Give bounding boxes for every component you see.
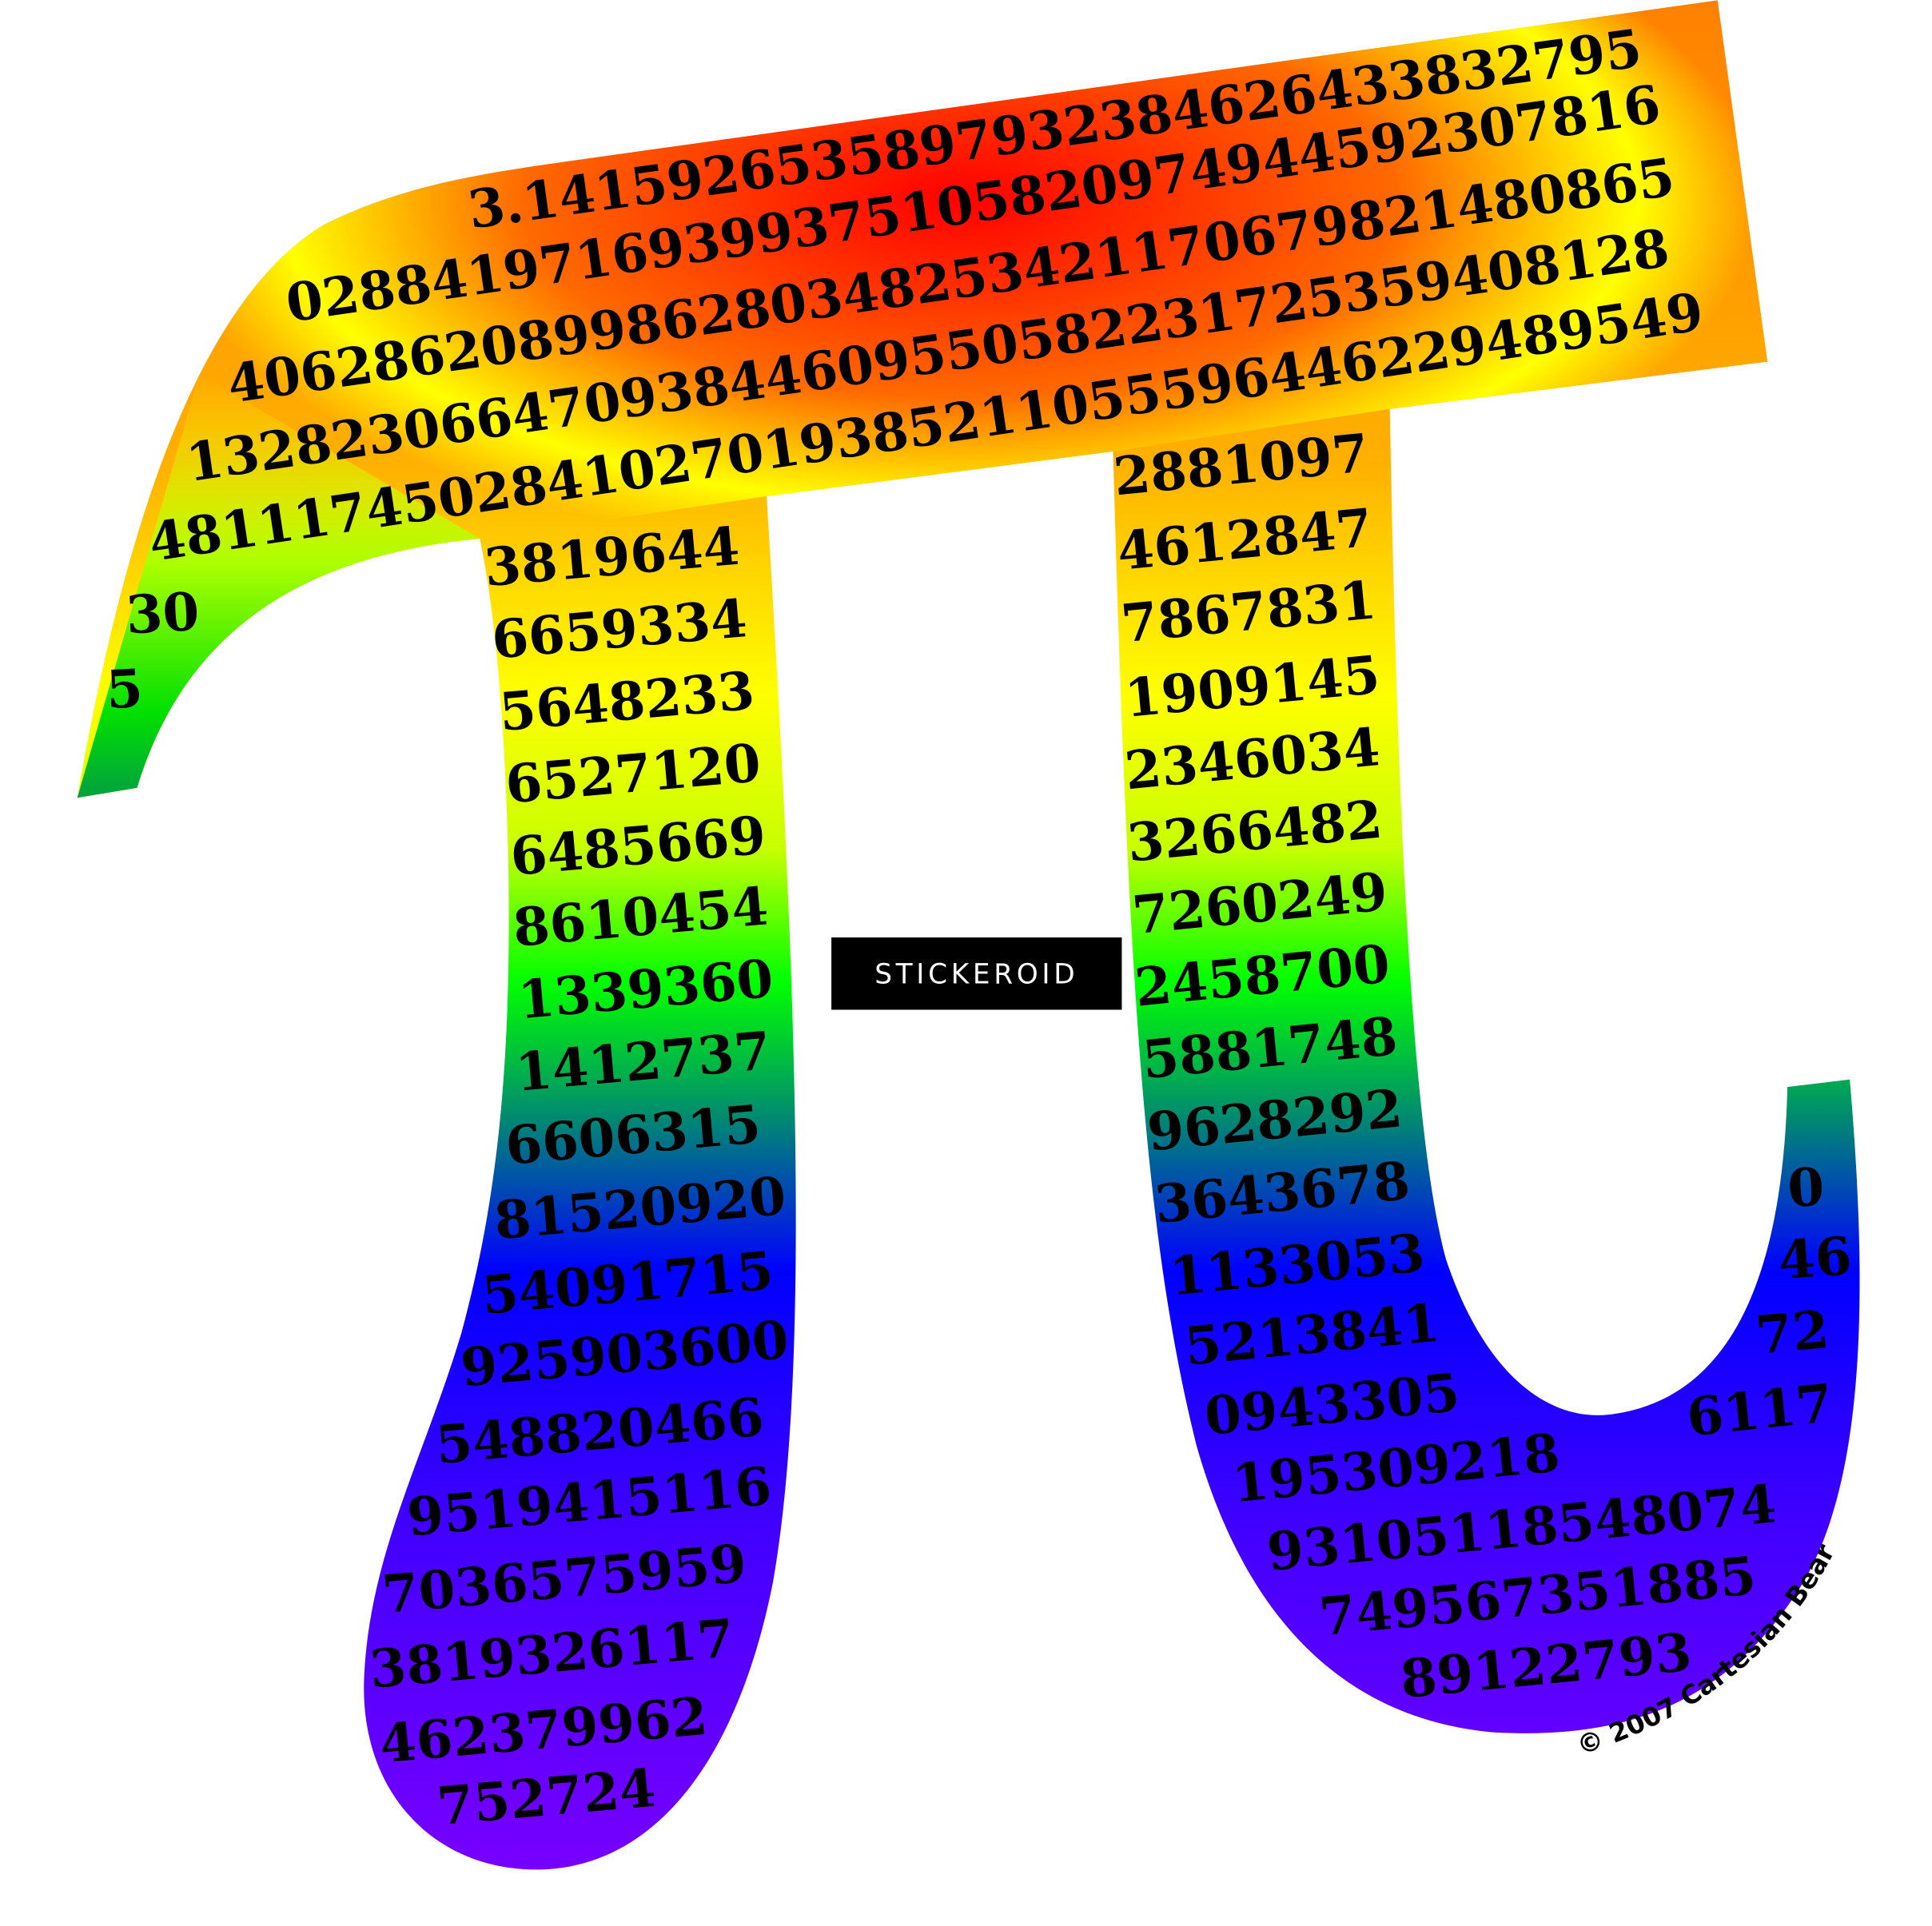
left-tail-digits: 5 (105, 659, 145, 721)
watermark-bg (831, 937, 1122, 1010)
watermark-text: STICKEROID (874, 959, 1078, 991)
stickeroid-watermark: STICKEROID (831, 937, 1122, 1010)
right-tail-digits: 72 (1753, 1299, 1831, 1367)
left-tail-digits: 30 (125, 582, 201, 647)
right-tail-digits: 46 (1777, 1226, 1854, 1291)
right-tail-digits: 0 (1787, 1157, 1826, 1220)
right-tail-digits: 6117 (1684, 1373, 1836, 1449)
